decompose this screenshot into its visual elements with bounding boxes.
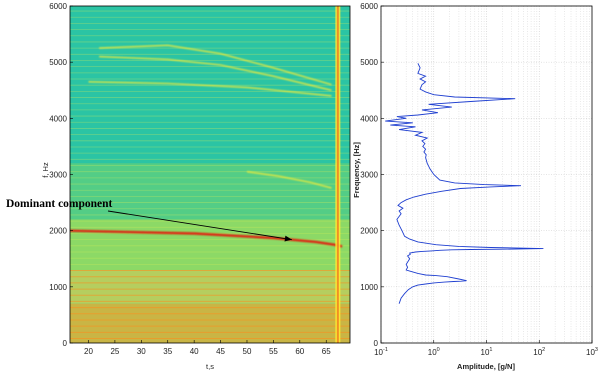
energy-band	[70, 219, 350, 270]
y-tick-label: 0	[374, 339, 379, 348]
y-tick-label: 6000	[360, 2, 378, 11]
y-tick-label: 2000	[360, 227, 378, 236]
curved-track	[88, 81, 332, 97]
x-tick-label: 100	[428, 347, 440, 357]
frf-x-axis-title: Amplitude, [g/N]	[457, 362, 515, 371]
x-tick-label: 55	[269, 347, 278, 356]
spectrogram-x-axis-title: t,s	[206, 362, 214, 371]
x-tick-label: 102	[533, 347, 545, 357]
y-tick-label: 0	[63, 339, 68, 348]
curved-track	[99, 55, 332, 92]
spectrogram-tracks	[70, 6, 348, 343]
annotation-label: Dominant component	[6, 198, 113, 210]
frf-panel: 10-1 100 101 102 103 0 1000 2000 3000 4000 5000 60…	[352, 2, 598, 371]
annotation-arrow	[107, 210, 292, 241]
y-tick-label: 1000	[49, 283, 67, 292]
spectrogram-x-ticks: 20 25 30 35 40 45 50 55 60 65	[84, 340, 331, 356]
frf-y-axis-title: Frequency, [Hz]	[352, 142, 361, 198]
x-tick-label: 60	[295, 347, 304, 356]
y-tick-label: 5000	[360, 58, 378, 67]
frf-curve	[385, 63, 544, 304]
x-tick-label: 50	[243, 347, 252, 356]
x-tick-label: 101	[481, 347, 493, 357]
x-tick-label: 35	[163, 347, 172, 356]
x-tick-label: 10-1	[374, 347, 388, 357]
spectrogram-panel: 20 25 30 35 40 45 50 55 60 65 0 1000 2000 3000 4000 50…	[6, 2, 351, 371]
vertical-line-core	[336, 6, 339, 343]
energy-band	[70, 303, 350, 343]
frf-x-ticks: 10-1 100 101 102 103	[374, 340, 598, 357]
x-tick-label: 25	[110, 347, 119, 356]
y-tick-label: 3000	[360, 171, 378, 180]
curved-track	[246, 170, 332, 189]
y-tick-label: 5000	[49, 58, 67, 67]
dominant-component-annotation: Dominant component	[6, 198, 292, 242]
y-tick-label: 4000	[49, 114, 67, 123]
spectrogram-y-ticks: 0 1000 2000 3000 4000 5000 6000	[49, 2, 73, 348]
x-tick-label: 65	[322, 347, 331, 356]
annotation-arrowhead	[284, 235, 292, 242]
spectrogram-energy-gradient	[70, 163, 350, 343]
y-tick-label: 1000	[360, 283, 378, 292]
x-tick-label: 40	[190, 347, 199, 356]
y-tick-label: 2000	[49, 227, 67, 236]
frf-y-ticks: 0 1000 2000 3000 4000 5000 6000	[360, 2, 384, 348]
x-tick-label: 20	[84, 347, 93, 356]
y-tick-label: 6000	[49, 2, 67, 11]
x-tick-label: 103	[586, 347, 598, 357]
curved-track	[99, 44, 332, 86]
x-tick-label: 30	[137, 347, 146, 356]
spectrogram-y-axis-title: f, Hz	[41, 162, 50, 178]
energy-band	[70, 163, 350, 220]
y-tick-label: 4000	[360, 114, 378, 123]
x-tick-label: 45	[216, 347, 225, 356]
y-tick-label: 3000	[49, 171, 67, 180]
